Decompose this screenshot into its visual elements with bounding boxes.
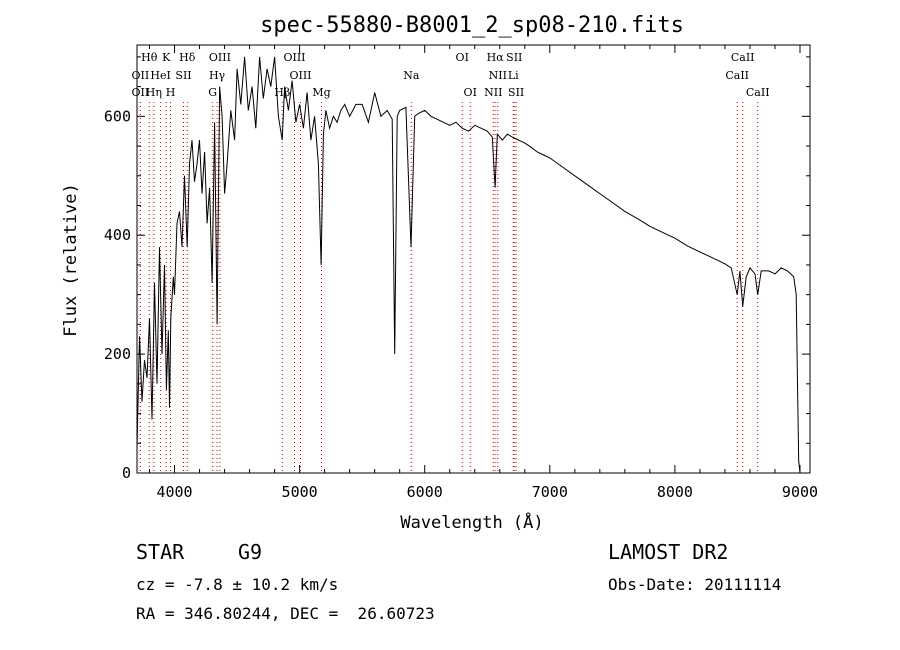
spectral-line-label: Hδ [179, 51, 196, 64]
spectral-line-label: CaII [746, 86, 770, 99]
spectral-line-label: NII [484, 86, 502, 99]
x-axis: 4000 5000 6000 7000 8000 9000 [149, 45, 818, 501]
plot-frame [136, 44, 811, 474]
spectral-line-label: SII [506, 51, 522, 64]
y-axis: 0 200 400 600 [104, 56, 810, 482]
spectral-line-label: SII [175, 69, 191, 82]
y-tick-label: 400 [104, 226, 131, 244]
x-tick-label: 4000 [156, 483, 192, 501]
spectral-line-label: H [166, 86, 176, 99]
spectral-line-label: CaII [725, 69, 749, 82]
x-tick-label: 6000 [407, 483, 443, 501]
y-tick-label: 600 [104, 107, 131, 125]
x-tick-label: 9000 [782, 483, 818, 501]
spectral-line-label: Mg [312, 86, 330, 99]
x-axis-label: Wavelength (Å) [400, 511, 543, 533]
spectral-line-label: OI [456, 51, 469, 64]
y-axis-label: Flux (relative) [61, 183, 81, 337]
spectral-line-label: Na [403, 69, 420, 82]
spectral-line-markers [139, 102, 759, 473]
spectral-line-label: CaII [731, 51, 755, 64]
spectral-line-label: Hα [487, 51, 505, 64]
object-class: STAR [136, 540, 185, 564]
spectral-line-label: OIII [283, 51, 305, 64]
sky-coordinates: RA = 346.80244, DEC = 26.60723 [136, 604, 435, 623]
spectral-line-label: Hη [146, 86, 162, 99]
observation-date: Obs-Date: 20111114 [608, 575, 782, 594]
spectral-line-label: HeI [150, 69, 170, 82]
y-tick-label: 200 [104, 345, 131, 363]
object-subclass: G9 [238, 540, 263, 564]
spectral-line-label: NII [489, 69, 507, 82]
spectral-line-label: Hγ [209, 69, 226, 82]
survey-name: LAMOST DR2 [608, 540, 729, 564]
spectral-line-label: Li [508, 69, 519, 82]
spectral-line-label: SII [508, 86, 524, 99]
spectral-line-label: OII [132, 86, 150, 99]
x-tick-label: 5000 [282, 483, 318, 501]
flux-series-line [136, 56, 801, 474]
spectral-line-label: OII [132, 69, 150, 82]
spectral-line-label: OI [464, 86, 477, 99]
y-tick-label: 0 [122, 464, 131, 482]
spectral-line-label: OIII [209, 51, 231, 64]
spectral-line-label: OIII [289, 69, 311, 82]
x-tick-label: 8000 [657, 483, 693, 501]
spectral-line-label: G [208, 86, 217, 99]
spectral-line-label: Hθ [141, 51, 158, 64]
x-tick-label: 7000 [532, 483, 568, 501]
redshift-velocity: cz = -7.8 ± 10.2 km/s [136, 575, 339, 594]
chart-title: spec-55880-B8001_2_sp08-210.fits [260, 13, 684, 38]
spectral-line-label: K [162, 51, 171, 64]
